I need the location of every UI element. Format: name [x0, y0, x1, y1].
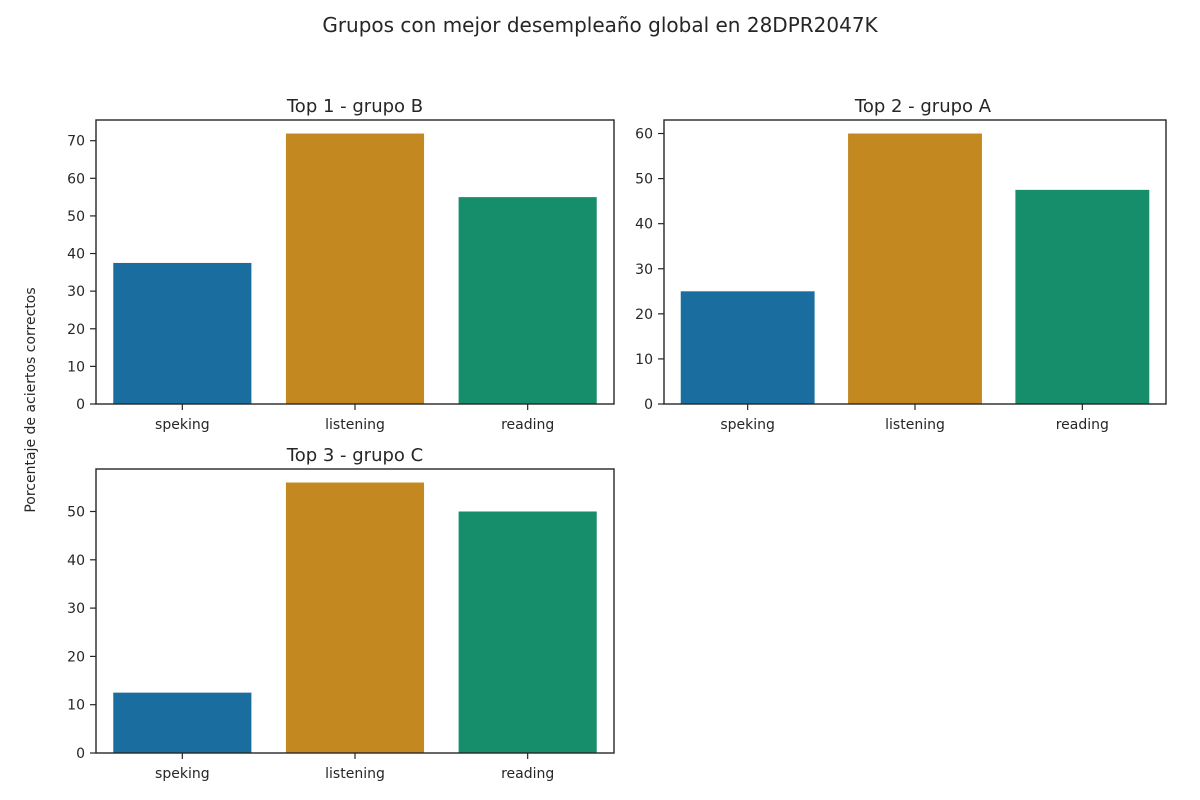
y-tick-label: 50	[635, 172, 653, 188]
y-tick-label: 20	[67, 322, 85, 338]
subplot-title: Top 3 - grupo C	[286, 445, 423, 466]
y-tick-label: 30	[635, 262, 653, 278]
y-axis-label: Porcentaje de aciertos correctos	[23, 287, 39, 512]
y-tick-label: 10	[67, 698, 85, 714]
x-tick-label: reading	[1056, 417, 1109, 433]
y-tick-label: 60	[67, 171, 85, 187]
x-tick-label: listening	[325, 417, 385, 433]
y-tick-label: 20	[67, 649, 85, 665]
bar-speking	[113, 262, 252, 404]
y-tick-label: 30	[67, 284, 85, 300]
x-tick-label: listening	[325, 766, 385, 782]
y-tick-label: 20	[635, 307, 653, 323]
subplot-top-2: Top 2 - grupo A 0 10 20 30 40 50 60 speking list…	[635, 96, 1167, 433]
x-tick-label: listening	[885, 417, 945, 433]
y-tick-label: 60	[635, 127, 653, 143]
bar-speking	[680, 291, 815, 404]
bar-listening	[848, 133, 982, 404]
x-tick-label: reading	[501, 766, 554, 782]
subplot-title: Top 1 - grupo B	[286, 96, 423, 117]
bar-reading	[458, 197, 597, 404]
y-tick-label: 40	[67, 553, 85, 569]
y-tick-label: 70	[67, 134, 85, 150]
x-tick-label: reading	[501, 417, 554, 433]
y-tick-label: 0	[644, 397, 653, 413]
y-tick-label: 50	[67, 505, 85, 521]
y-tick-label: 0	[76, 397, 85, 413]
subplot-top-1: Top 1 - grupo B 0 10 20 30 40 50 60 70 speking li…	[67, 96, 615, 433]
y-tick-label: 0	[76, 746, 85, 762]
bar-listening	[285, 133, 425, 405]
bar-listening	[285, 482, 425, 753]
figure-title: Grupos con mejor desempleaño global en 2…	[322, 13, 878, 37]
y-tick-label: 40	[635, 217, 653, 233]
y-tick-label: 10	[67, 359, 85, 375]
subplot-top-3: Top 3 - grupo C 0 10 20 30 40 50 speking listen…	[67, 445, 615, 782]
x-tick-label: speking	[155, 766, 210, 782]
y-tick-label: 10	[635, 352, 653, 368]
subplot-title: Top 2 - grupo A	[854, 96, 992, 117]
bar-reading	[458, 511, 597, 753]
bar-reading	[1015, 189, 1150, 404]
bar-speking	[113, 692, 252, 753]
y-tick-label: 40	[67, 247, 85, 263]
x-tick-label: speking	[155, 417, 210, 433]
y-tick-label: 30	[67, 601, 85, 617]
y-tick-label: 50	[67, 209, 85, 225]
x-tick-label: speking	[720, 417, 775, 433]
